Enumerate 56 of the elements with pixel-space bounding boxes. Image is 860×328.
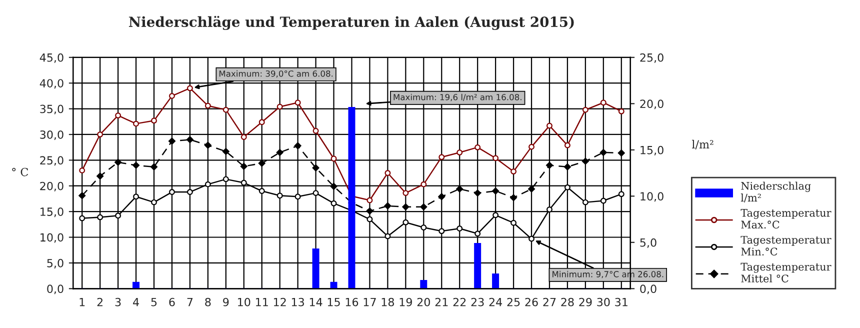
y2-tick-label: 5,0 xyxy=(640,238,656,248)
x-tick-label: 17 xyxy=(364,298,376,306)
y2-tick-label: 25,0 xyxy=(640,53,664,63)
x-tick-label: 4 xyxy=(133,298,139,306)
y2-tick-label: 20,0 xyxy=(640,100,664,110)
x-tick-label: 28 xyxy=(561,298,574,306)
y-tick-label: 10,0 xyxy=(40,233,64,243)
y-tick-label: 5,0 xyxy=(47,258,64,268)
y-axis-title: ° C xyxy=(12,168,28,176)
x-tick-label: 24 xyxy=(489,298,502,306)
x-tick-label: 13 xyxy=(292,298,304,306)
x-tick-label: 12 xyxy=(274,298,286,306)
legend-label: Tagestemperatur Max.°C xyxy=(740,208,832,229)
x-tick-label: 30 xyxy=(597,298,610,306)
legend-label: Niederschlag l/m² xyxy=(740,182,811,202)
x-tick-label: 21 xyxy=(435,298,448,306)
x-tick-label: 9 xyxy=(223,298,229,306)
x-tick-label: 25 xyxy=(507,298,520,306)
y2-axis-title: l/m² xyxy=(692,140,714,150)
y-tick-label: 15,0 xyxy=(40,208,64,218)
y2-tick-label: 10,0 xyxy=(640,192,664,202)
annotation: Maximum: 19,6 l/m² am 16.08. xyxy=(394,94,522,102)
x-tick-label: 8 xyxy=(205,298,211,306)
x-tick-label: 1 xyxy=(80,298,85,306)
x-tick-label: 29 xyxy=(579,298,592,306)
x-tick-label: 14 xyxy=(310,298,322,306)
x-tick-label: 7 xyxy=(187,298,193,306)
x-tick-label: 26 xyxy=(525,298,538,306)
x-tick-label: 11 xyxy=(256,298,268,306)
x-tick-label: 31 xyxy=(615,298,628,306)
legend-label: Tagestemperatur Min.°C xyxy=(740,236,832,256)
x-tick-label: 6 xyxy=(169,298,175,306)
y-tick-label: 0,0 xyxy=(47,284,64,294)
y-tick-label: 40,0 xyxy=(40,79,64,89)
x-tick-label: 18 xyxy=(382,298,394,306)
legend-label: Tagestemperatur Mittel °C xyxy=(740,262,832,282)
y-tick-label: 25,0 xyxy=(40,156,64,166)
x-tick-label: 10 xyxy=(238,298,250,306)
y-tick-label: 45,0 xyxy=(40,53,64,63)
y-tick-label: 20,0 xyxy=(40,182,64,192)
x-tick-label: 22 xyxy=(453,298,466,306)
x-tick-label: 2 xyxy=(97,298,102,306)
x-tick-label: 5 xyxy=(151,298,157,306)
y2-tick-label: 15,0 xyxy=(640,146,664,156)
y-tick-label: 35,0 xyxy=(40,104,64,114)
y2-tick-label: 0,0 xyxy=(640,284,656,294)
x-tick-label: 16 xyxy=(346,298,358,306)
annotation: Maximum: 39,0°C am 6.08. xyxy=(219,70,333,78)
x-tick-label: 15 xyxy=(328,298,340,306)
y-tick-label: 30,0 xyxy=(40,130,64,140)
x-tick-label: 20 xyxy=(417,298,430,306)
x-tick-label: 23 xyxy=(471,298,484,306)
x-tick-label: 3 xyxy=(115,298,121,306)
x-tick-label: 19 xyxy=(400,298,412,306)
x-tick-label: 27 xyxy=(543,298,556,306)
chart-title: Niederschläge und Temperaturen in Aalen (August 2015) xyxy=(128,16,574,30)
